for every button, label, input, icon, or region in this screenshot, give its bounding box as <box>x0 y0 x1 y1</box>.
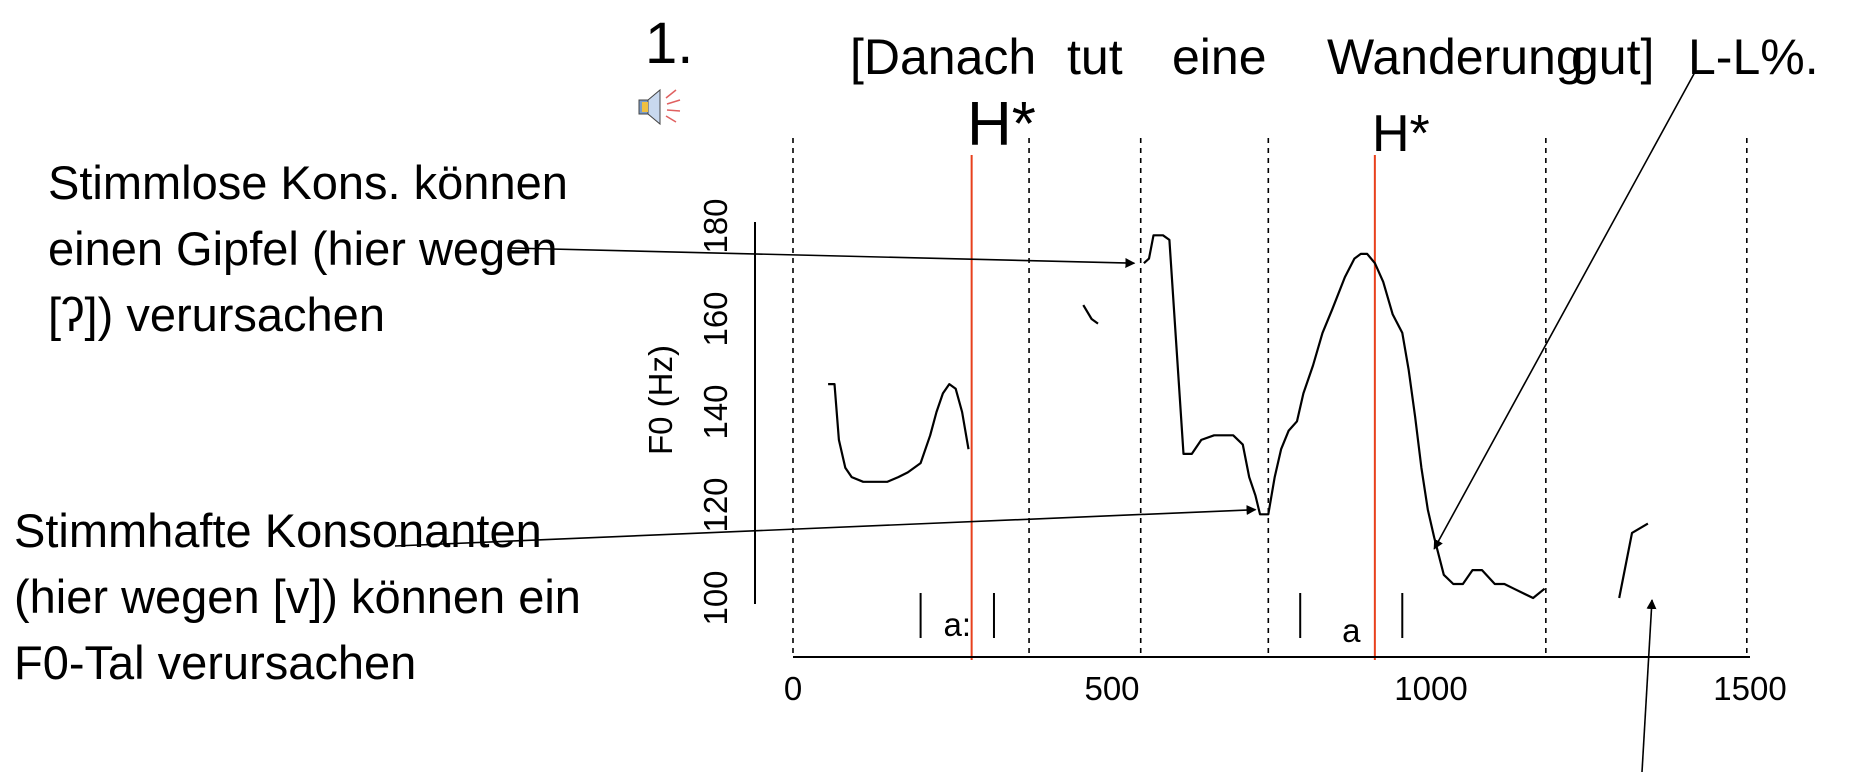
x-tick-label: 500 <box>1084 670 1139 707</box>
annotation-arrow <box>1641 599 1657 773</box>
sentence-word-3: eine <box>1172 29 1267 85</box>
f0-curve-1 <box>828 383 970 483</box>
speaker-icon[interactable] <box>636 84 688 130</box>
y-tick-label: 140 <box>697 384 734 439</box>
x-tick-label: 0 <box>784 670 802 707</box>
sentence-word-1: [Danach <box>850 29 1037 85</box>
f0-curve-3 <box>1143 234 1546 600</box>
vowel-label: a: <box>944 606 972 643</box>
y-tick-label: 100 <box>697 570 734 625</box>
y-tick-label: 180 <box>697 198 734 253</box>
note-voiceless: Stimmlose Kons. können einen Gipfel (hie… <box>48 156 568 341</box>
x-tick-label: 1000 <box>1394 670 1467 707</box>
accent-label-1: H* <box>967 90 1036 159</box>
sentence-word-6: L-L%. <box>1688 29 1819 85</box>
x-tick-label: 1500 <box>1713 670 1786 707</box>
y-axis-label: F0 (Hz) <box>642 345 679 455</box>
f0-curve-4 <box>1618 522 1649 599</box>
annotation-arrow <box>1433 71 1696 550</box>
y-tick-label: 120 <box>697 477 734 532</box>
vowel-label: a <box>1342 612 1361 649</box>
slide-number: 1. <box>645 11 694 76</box>
annotation-arrow <box>509 247 1136 268</box>
sentence-word-4: Wanderung <box>1327 29 1584 85</box>
y-tick-label: 160 <box>697 291 734 346</box>
f0-curve-2 <box>1082 304 1099 325</box>
sentence-word-5: gut] <box>1571 29 1655 85</box>
sentence-word-2: tut <box>1067 29 1123 85</box>
note-voiced: Stimmhafte Konsonanten (hier wegen [v]) … <box>14 504 581 689</box>
accent-label-2: H* <box>1372 105 1430 163</box>
annotation-arrow <box>394 505 1257 547</box>
